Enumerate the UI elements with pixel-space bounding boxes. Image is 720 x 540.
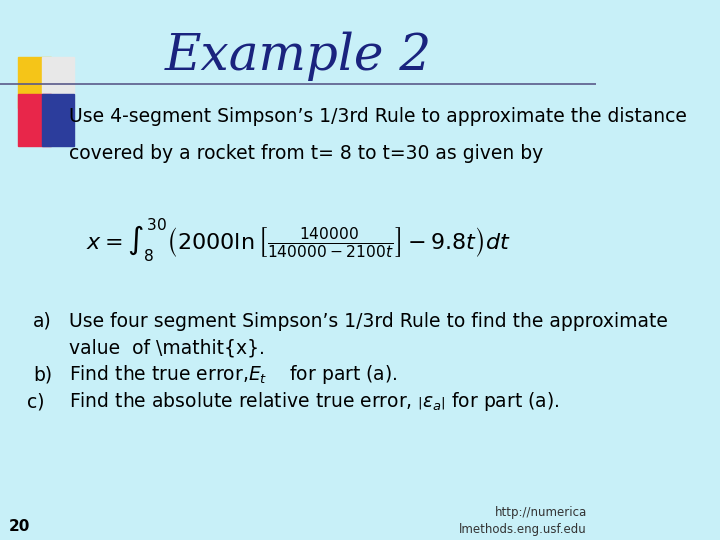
Bar [18, 57, 50, 108]
Text: covered by a rocket from t= 8 to t=30 as given by: covered by a rocket from t= 8 to t=30 as… [68, 144, 543, 163]
Text: 20: 20 [9, 518, 30, 534]
Text: c): c) [27, 393, 45, 411]
Bar [42, 94, 74, 146]
Text: value  of \mathit{x}.: value of \mathit{x}. [68, 339, 264, 357]
Text: Use 4-segment Simpson’s 1/3rd Rule to approximate the distance: Use 4-segment Simpson’s 1/3rd Rule to ap… [68, 106, 686, 125]
Text: http://numerica
lmethods.eng.usf.edu: http://numerica lmethods.eng.usf.edu [459, 505, 587, 536]
Text: Use four segment Simpson’s 1/3rd Rule to find the approximate: Use four segment Simpson’s 1/3rd Rule to… [68, 312, 667, 330]
Text: $x = \int_{8}^{30}\left( 2000\ln\left[\frac{140000}{140000 - 2100t}\right] - 9.8: $x = \int_{8}^{30}\left( 2000\ln\left[\f… [86, 216, 510, 264]
Bar [42, 57, 74, 108]
Text: b): b) [33, 366, 52, 384]
Text: Find the absolute relative true error, $\left|\varepsilon_a\right|$ for part (a): Find the absolute relative true error, $… [68, 390, 559, 414]
Text: Example 2: Example 2 [164, 32, 431, 82]
Text: a): a) [33, 312, 52, 330]
Bar [18, 94, 50, 146]
Text: Find the true error,$\mathit{E_t}$    for part (a).: Find the true error,$\mathit{E_t}$ for p… [68, 363, 397, 387]
